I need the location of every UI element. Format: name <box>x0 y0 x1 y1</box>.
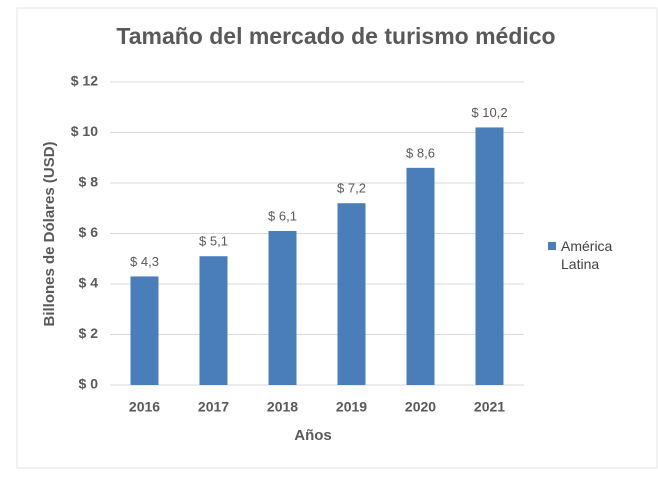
y-tick-label: $ 12 <box>71 73 98 89</box>
x-tick-label: 2017 <box>198 399 229 415</box>
bar <box>337 203 366 385</box>
x-tick-label: 2021 <box>474 399 505 415</box>
legend-swatch <box>548 242 556 250</box>
x-tick-label: 2018 <box>267 399 298 415</box>
bar <box>268 230 297 385</box>
y-tick-label: $ 6 <box>79 224 99 240</box>
data-label: $ 7,2 <box>337 181 366 196</box>
data-label: $ 10,2 <box>471 105 507 120</box>
legend: América Latina <box>548 237 638 273</box>
y-tick-label: $ 10 <box>71 123 98 139</box>
y-tick-label: $ 0 <box>79 376 99 392</box>
data-label: $ 6,1 <box>268 208 297 223</box>
data-label: $ 4,3 <box>130 254 159 269</box>
y-tick-label: $ 2 <box>79 325 99 341</box>
x-tick-label: 2020 <box>405 399 436 415</box>
bar <box>475 127 504 385</box>
chart-frame <box>16 7 658 469</box>
data-label: $ 5,1 <box>199 234 228 249</box>
bar <box>199 256 228 385</box>
y-tick-label: $ 4 <box>79 275 99 291</box>
x-tick-label: 2016 <box>129 399 160 415</box>
bar <box>406 167 435 385</box>
legend-label: América Latina <box>561 238 613 272</box>
x-tick-label: 2019 <box>336 399 367 415</box>
chart-title: Tamaño del mercado de turismo médico <box>116 23 555 49</box>
y-axis-label: Billones de Dólares (USD) <box>41 141 58 326</box>
bar <box>130 276 159 385</box>
y-tick-label: $ 8 <box>79 174 99 190</box>
x-axis-label: Años <box>294 427 332 444</box>
data-label: $ 8,6 <box>406 145 435 160</box>
